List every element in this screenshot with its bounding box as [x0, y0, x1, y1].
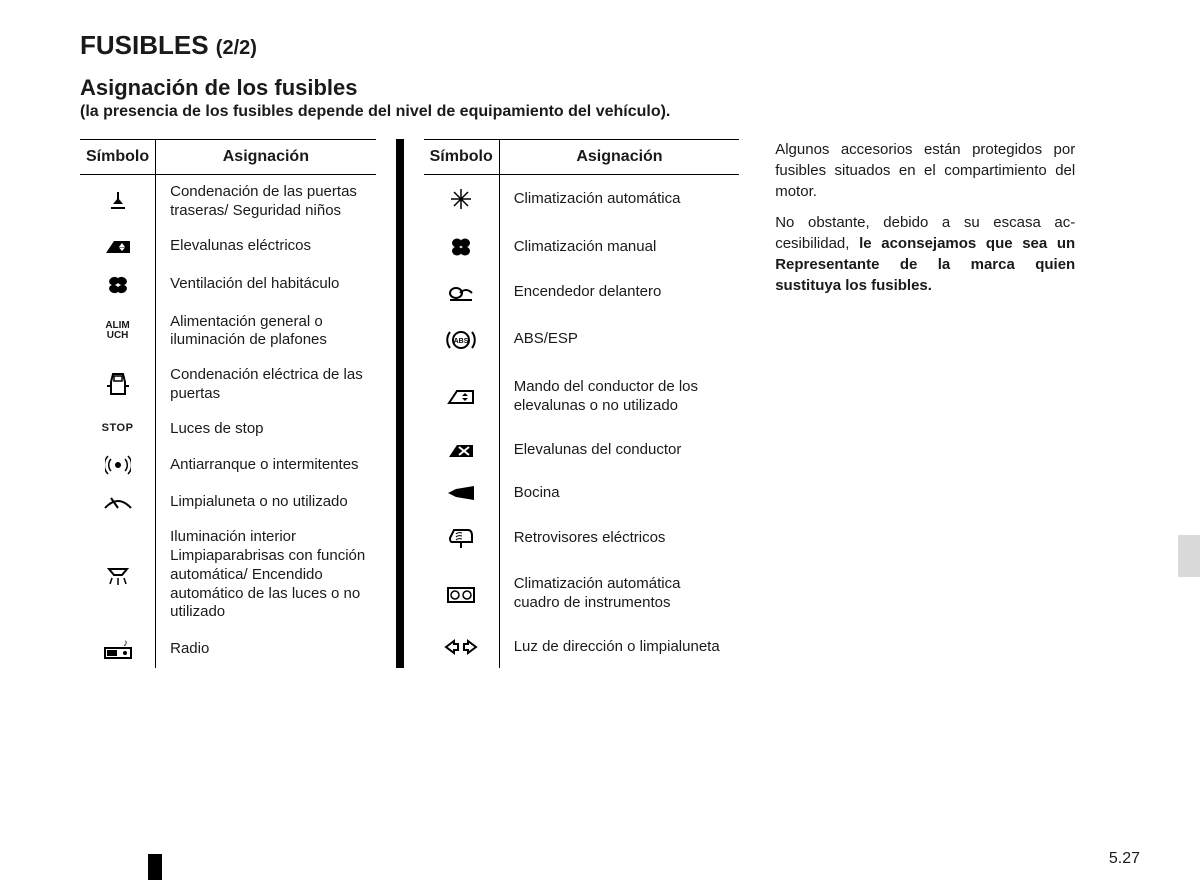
divider-bar [396, 139, 404, 668]
table-row: Climatización automática [424, 175, 740, 224]
fuse-table-1: Símbolo Asignación Condenación de las pu… [80, 139, 376, 668]
fuse-desc: Encendedor delantero [499, 271, 739, 314]
window-x-icon [424, 429, 500, 472]
table-row: ABS ABS/ESP [424, 314, 740, 364]
table-row: Bocina [424, 472, 740, 514]
table-row: Luz de dirección o limpialuneta [424, 626, 740, 668]
light-icon [80, 520, 156, 630]
table-row: STOPLuces de stop [80, 412, 376, 447]
table-row: Iluminación interior Limpiaparabrisas co… [80, 520, 376, 630]
fan-icon [80, 265, 156, 305]
side-text: Algunos accesorios están protegidos por … [775, 139, 1075, 668]
section-note: (la presencia de los fusibles depende de… [80, 103, 1140, 121]
table-row: ALIMUCHAlimentación general o iluminació… [80, 305, 376, 359]
th-assign: Asignación [156, 140, 376, 175]
arrows-icon [424, 626, 500, 668]
fuse-desc: Condenación de las puertas traseras/ Seg… [156, 175, 376, 229]
table-row: Condenación eléctrica de las puertas [80, 358, 376, 412]
svg-text:ABS: ABS [454, 338, 469, 345]
fuse-desc: Elevalunas del conductor [499, 429, 739, 472]
content-area: Símbolo Asignación Condenación de las pu… [80, 139, 1140, 668]
table-row: Encendedor delantero [424, 271, 740, 314]
table-row: Mando del conductor de los elevalunas o … [424, 365, 740, 429]
page-title-sub: (2/2) [216, 37, 257, 59]
fuse-desc: Limpialuneta o no utilizado [156, 484, 376, 520]
fuse-desc: Climatización manual [499, 223, 739, 271]
th-assign: Asignación [499, 140, 739, 175]
fuse-desc: Alimentación general o iluminación de pl… [156, 305, 376, 359]
fuse-desc: Mando del conductor de los elevalunas o … [499, 365, 739, 429]
window-icon [80, 229, 156, 265]
snow-icon [424, 175, 500, 224]
side-p1: Algunos accesorios están protegidos por … [775, 139, 1075, 202]
dash-icon [424, 562, 500, 626]
fuse-desc: Retrovisores eléctricos [499, 514, 739, 562]
window-ctrl-icon [424, 365, 500, 429]
fuse-desc: Radio [156, 630, 376, 668]
lighter-icon [424, 271, 500, 314]
tables-wrap: Símbolo Asignación Condenación de las pu… [80, 139, 739, 668]
abs-icon: ABS [424, 314, 500, 364]
radio-icon: ♪ [80, 630, 156, 668]
stop-icon: STOP [80, 412, 156, 447]
footer-mark [148, 854, 162, 880]
car-lock-icon [80, 358, 156, 412]
th-symbol: Símbolo [424, 140, 500, 175]
fuse-desc: Luz de dirección o limpialuneta [499, 626, 739, 668]
fan-solid-icon [424, 223, 500, 271]
table-row: Antiarranque o intermitentes [80, 446, 376, 484]
section-title: Asignación de los fusibles [80, 75, 1140, 101]
fuse-desc: Climatización automática [499, 175, 739, 224]
fuse-desc: Iluminación interior Limpiaparabrisas co… [156, 520, 376, 630]
table-row: Limpialuneta o no utilizado [80, 484, 376, 520]
fuse-desc: Condenación eléctrica de las puertas [156, 358, 376, 412]
fuse-desc: Luces de stop [156, 412, 376, 447]
fuse-desc: Ventilación del habitáculo [156, 265, 376, 305]
page-title-main: FUSIBLES [80, 30, 216, 60]
section-tab [1178, 535, 1200, 577]
table-row: Climatización automática cuadro de instr… [424, 562, 740, 626]
fuse-desc: Bocina [499, 472, 739, 514]
table-row: Elevalunas del conductor [424, 429, 740, 472]
fuse-table-2: Símbolo Asignación Climatización automát… [424, 139, 740, 668]
fuse-desc: Elevalunas eléctricos [156, 229, 376, 265]
mirror-icon [424, 514, 500, 562]
antenna-icon [80, 446, 156, 484]
side-p2: No obstante, debido a su escasa ac­cesib… [775, 212, 1075, 296]
svg-text:♪: ♪ [123, 638, 128, 649]
page-number: 5.27 [1109, 850, 1140, 868]
table-row: ♪ Radio [80, 630, 376, 668]
horn-icon [424, 472, 500, 514]
table-row: Retrovisores eléctricos [424, 514, 740, 562]
table-row: Ventilación del habitáculo [80, 265, 376, 305]
wiper-icon [80, 484, 156, 520]
th-symbol: Símbolo [80, 140, 156, 175]
alim-icon: ALIMUCH [80, 305, 156, 359]
table-row: Climatización manual [424, 223, 740, 271]
table-row: Condenación de las puertas traseras/ Seg… [80, 175, 376, 229]
fuse-desc: Antiarranque o intermitentes [156, 446, 376, 484]
table-row: Elevalunas eléctricos [80, 229, 376, 265]
fuse-desc: Climatización automática cuadro de instr… [499, 562, 739, 626]
door-lock-icon [80, 175, 156, 229]
fuse-desc: ABS/ESP [499, 314, 739, 364]
